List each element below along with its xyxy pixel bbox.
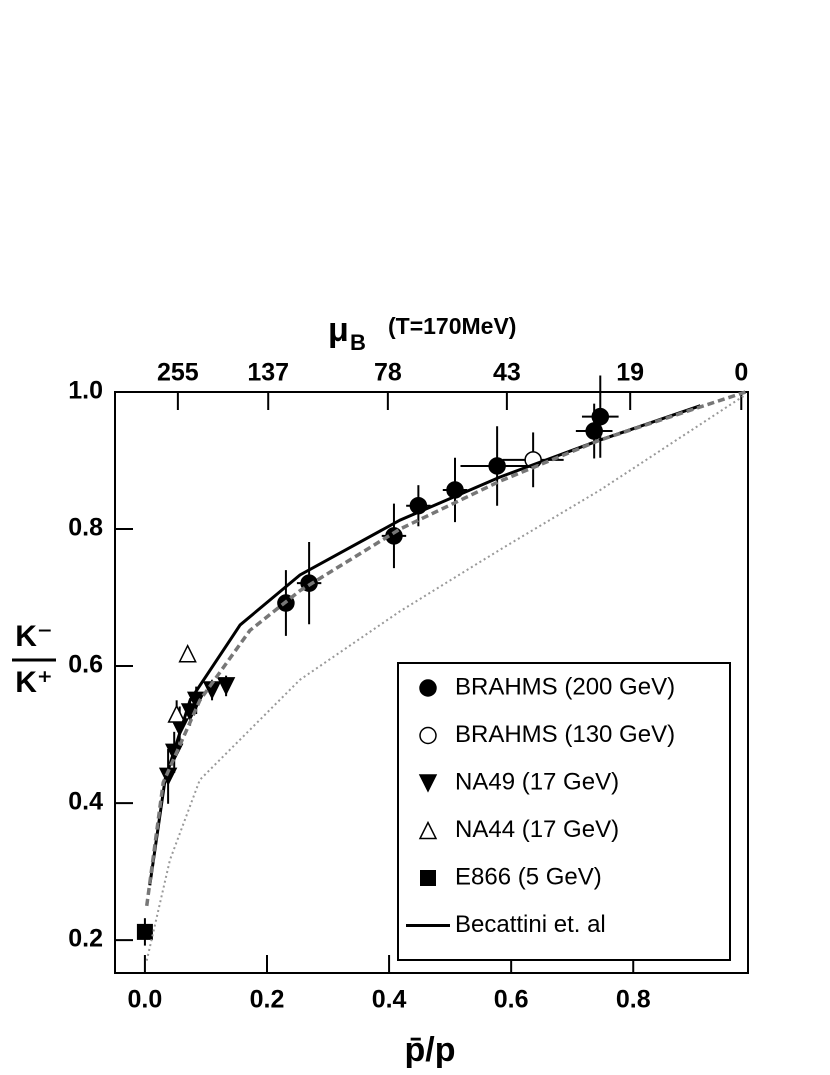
legend-label: BRAHMS (130 GeV) [455, 721, 675, 748]
y-tick-label: 1.0 [68, 377, 103, 405]
legend-label: NA49 (17 GeV) [455, 768, 619, 795]
data-point [591, 407, 610, 426]
top-tick-label: 78 [374, 359, 402, 387]
x-tick-label: 0.4 [372, 986, 407, 1014]
legend-box [397, 662, 731, 961]
data-point [178, 644, 197, 663]
legend-marker [418, 774, 438, 793]
y-tick-label: 0.8 [68, 514, 103, 542]
x-tick-label: 0.2 [250, 986, 285, 1014]
data-point [585, 422, 603, 440]
y-axis-title-top: K⁻ [15, 620, 53, 653]
y-tick-label: 0.2 [68, 925, 103, 953]
top-tick-label: 0 [734, 359, 748, 387]
curve [145, 390, 747, 907]
curve [145, 393, 747, 961]
x-tick-label: 0.8 [616, 986, 651, 1014]
x-tick-label: 0.6 [494, 986, 529, 1014]
data-point [216, 677, 236, 696]
top-tick-label: 43 [493, 359, 521, 387]
plot-frame [114, 391, 749, 974]
y-tick-label: 0.4 [68, 788, 103, 816]
y-axis-title-bottom: K⁺ [15, 666, 53, 699]
legend-label: Becattini et. al [455, 911, 606, 938]
top-axis-note: (T=170MeV) [388, 313, 516, 339]
data-point [136, 923, 153, 940]
top-tick-label: 19 [616, 359, 644, 387]
legend-marker [419, 726, 437, 745]
data-point [488, 457, 506, 475]
legend-label: E866 (5 GeV) [455, 863, 602, 890]
legend-marker [420, 870, 436, 886]
top-tick-label: 255 [157, 359, 199, 387]
top-axis-symbol: μ [328, 311, 349, 349]
legend-label: BRAHMS (200 GeV) [455, 673, 675, 700]
legend-label: NA44 (17 GeV) [455, 816, 619, 843]
legend-marker [418, 820, 438, 840]
legend-marker [419, 679, 437, 697]
x-axis-title: p̄/p [405, 1031, 456, 1069]
y-tick-label: 0.6 [68, 651, 103, 679]
x-tick-label: 0.0 [128, 986, 163, 1014]
top-axis-subscript: B [350, 330, 366, 355]
data-point [167, 704, 186, 723]
top-tick-label: 137 [247, 359, 289, 387]
